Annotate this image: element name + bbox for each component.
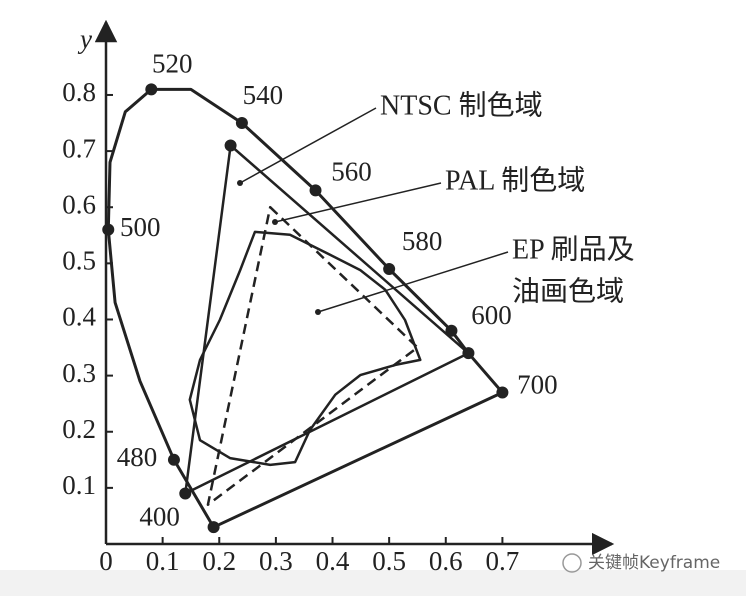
leader-line <box>239 107 377 184</box>
y-tick-label: 0.1 <box>62 470 96 500</box>
wavelength-label: 560 <box>331 157 372 187</box>
leader-dot <box>315 309 321 315</box>
wavelength-point <box>309 184 322 197</box>
wavelength-point <box>383 262 396 275</box>
watermark: 关键帧Keyframe <box>588 553 720 573</box>
y-tick-label: 0.3 <box>62 358 96 388</box>
gamut-label: PAL 制色域 <box>445 164 585 196</box>
watermark-band <box>0 570 746 596</box>
y-tick-label: 0.7 <box>62 133 96 163</box>
wavelength-point <box>167 453 180 466</box>
y-tick-label: 0.6 <box>62 189 96 219</box>
wavelength-label: 540 <box>243 80 284 110</box>
wavelength-point <box>145 83 158 96</box>
wavelength-label: 580 <box>402 226 443 256</box>
leader-line <box>317 251 509 313</box>
wavelength-point <box>496 386 509 399</box>
wavelength-label: 700 <box>517 370 558 400</box>
wavelength-point <box>102 223 115 236</box>
gamut-label: NTSC 制色域 <box>380 89 543 121</box>
wavelength-label: 500 <box>120 212 161 242</box>
wavelength-point <box>207 521 220 534</box>
gamut-vertex <box>179 487 192 500</box>
leader-dot <box>237 180 243 186</box>
x-tick-label: 0.3 <box>259 546 293 576</box>
leader-dot <box>272 219 278 225</box>
gamut-label: 油画色域 <box>512 275 624 307</box>
y-axis-label: y <box>77 24 92 54</box>
x-tick-label: 0 <box>99 546 113 576</box>
gamut <box>188 230 422 467</box>
x-tick-label: 0.1 <box>146 546 180 576</box>
x-tick-label: 0.4 <box>316 546 350 576</box>
gamut <box>206 205 419 506</box>
gamut-vertex <box>462 347 475 360</box>
wavelength-point <box>235 117 248 130</box>
y-tick-label: 0.4 <box>62 302 96 332</box>
wavelength-label: 520 <box>152 49 193 79</box>
gamut-vertex <box>224 139 237 152</box>
wavelength-point <box>445 324 458 337</box>
spectral-locus <box>106 87 504 529</box>
gamut-label: EP 刷品及 <box>512 234 635 265</box>
x-tick-label: 0.5 <box>372 546 406 576</box>
watermark-icon <box>562 553 582 573</box>
wavelength-label: 480 <box>117 442 158 472</box>
x-tick-label: 0.6 <box>429 546 463 576</box>
y-tick-label: 0.5 <box>62 246 96 276</box>
gamut <box>184 144 470 495</box>
y-tick-label: 0.8 <box>62 77 96 107</box>
wavelength-label: 600 <box>471 300 512 330</box>
x-tick-label: 0.7 <box>486 546 520 576</box>
y-tick-label: 0.2 <box>62 414 96 444</box>
wavelength-label: 400 <box>139 501 180 531</box>
leader-line <box>274 182 442 223</box>
x-tick-label: 0.2 <box>202 546 236 576</box>
